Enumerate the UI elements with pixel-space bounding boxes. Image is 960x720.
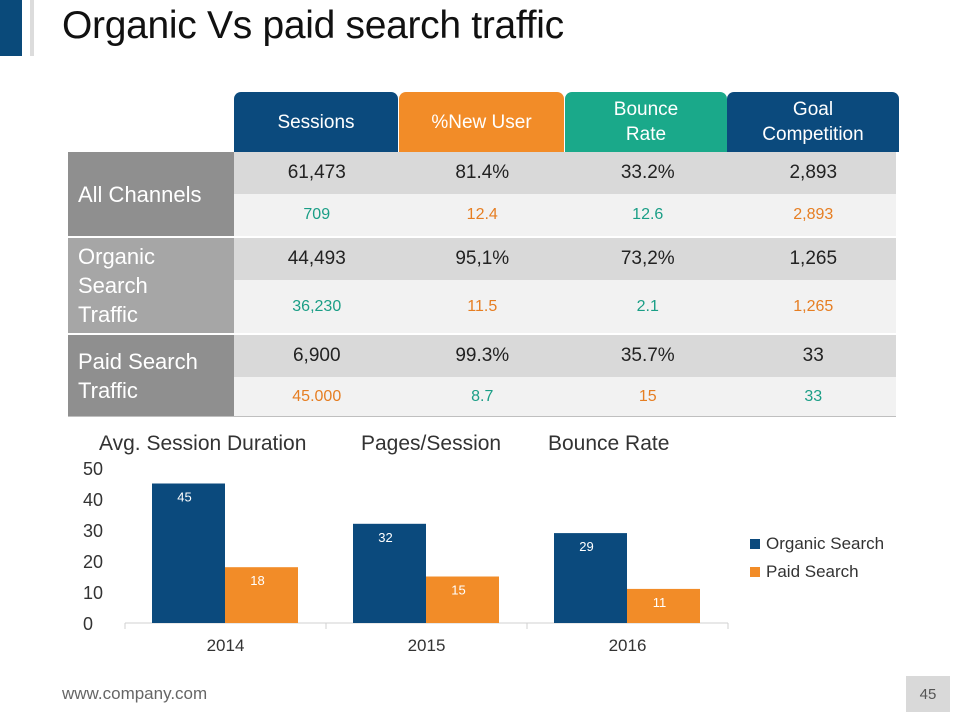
legend-swatch-organic <box>750 539 760 549</box>
column-header-sessions: Sessions <box>234 92 398 152</box>
column-header-new-user: %New User <box>399 92 564 152</box>
bar-value-label: 45 <box>177 490 191 505</box>
table-cell: 61,473 <box>287 162 346 183</box>
bar <box>554 533 627 623</box>
row-divider <box>68 236 896 238</box>
legend-item-paid: Paid Search <box>750 558 884 586</box>
table-cell: 11.5 <box>467 298 498 315</box>
table-row: 45.000 8.7 15 33 <box>234 377 896 416</box>
row-divider <box>68 333 896 335</box>
table-cell: 33 <box>804 388 823 405</box>
bar <box>152 483 225 623</box>
chart-label-pages-per-session: Pages/Session <box>361 432 502 455</box>
table-row: 6,900 99.3% 35.7% 33 <box>234 335 896 377</box>
x-tick-label: 2014 <box>207 636 245 655</box>
y-tick-label: 0 <box>83 614 93 634</box>
footer-url: www.company.com <box>62 684 208 703</box>
table-cell: 33.2% <box>620 162 675 183</box>
table-cell: 6,900 <box>292 345 341 366</box>
table-cell: 709 <box>303 206 331 223</box>
table-cell: 2,893 <box>789 162 838 183</box>
bar-value-label: 18 <box>250 573 264 588</box>
legend-label-organic: Organic Search <box>766 534 885 553</box>
row-label-paid-search-traffic: Paid Search Traffic <box>68 335 234 416</box>
table-cell: 35.7% <box>620 345 675 366</box>
title-accent-line <box>30 0 34 56</box>
table-cell: 1,265 <box>789 248 838 269</box>
y-tick-label: 40 <box>83 490 103 510</box>
y-tick-label: 50 <box>83 459 103 479</box>
table-row: 709 12.4 12.6 2,893 <box>234 194 896 236</box>
table-cell: 45.000 <box>292 388 342 405</box>
bar-value-label: 29 <box>579 539 593 554</box>
table-row: 36,230 11.5 2.1 1,265 <box>234 280 896 333</box>
bar <box>353 523 426 623</box>
bar-value-label: 32 <box>378 530 392 545</box>
row-label-all-channels: All Channels <box>68 152 234 236</box>
column-header-bounce-rate: Bounce Rate <box>565 92 727 152</box>
bar <box>627 588 700 623</box>
bar <box>225 567 298 623</box>
title-accent-bar <box>0 0 22 56</box>
table-cell: 2,893 <box>793 206 834 223</box>
table-cell: 12.4 <box>466 206 498 223</box>
bar-value-label: 15 <box>451 583 465 598</box>
table-cell: 8.7 <box>471 388 494 405</box>
table-cell: 36,230 <box>292 298 342 315</box>
legend-item-organic: Organic Search <box>750 530 884 558</box>
chart-legend: Organic Search Paid Search <box>750 530 884 586</box>
table-cell: 12.6 <box>632 206 664 223</box>
row-label-organic-search-traffic: Organic Search Traffic <box>68 238 234 333</box>
x-tick-label: 2016 <box>609 636 647 655</box>
table-bottom-rule <box>68 416 896 417</box>
chart-label-bounce-rate: Bounce Rate <box>548 432 670 455</box>
y-tick-label: 20 <box>83 552 103 572</box>
table-cell: 44,493 <box>287 248 346 269</box>
y-tick-label: 30 <box>83 521 103 541</box>
legend-swatch-paid <box>750 567 760 577</box>
table-cell: 95,1% <box>455 248 510 269</box>
table-row: 61,473 81.4% 33.2% 2,893 <box>234 152 896 194</box>
page-number: 45 <box>906 676 950 712</box>
table-cell: 81.4% <box>455 162 510 183</box>
slide-title: Organic Vs paid search traffic <box>62 4 564 47</box>
column-header-goal-competition: Goal Competition <box>727 92 899 152</box>
table-cell: 15 <box>638 388 657 405</box>
bar-value-label: 11 <box>653 595 667 610</box>
chart-label-avg-session-duration: Avg. Session Duration <box>99 432 307 455</box>
table-row: 44,493 95,1% 73,2% 1,265 <box>234 238 896 280</box>
x-tick-label: 2015 <box>408 636 446 655</box>
legend-label-paid: Paid Search <box>766 562 859 581</box>
bar <box>426 576 499 623</box>
table-cell: 1,265 <box>793 298 834 315</box>
table-cell: 73,2% <box>620 248 675 269</box>
table-cell: 99.3% <box>455 345 510 366</box>
table-cell: 2.1 <box>636 298 659 315</box>
table-cell: 33 <box>802 345 824 366</box>
y-tick-label: 10 <box>83 583 103 603</box>
